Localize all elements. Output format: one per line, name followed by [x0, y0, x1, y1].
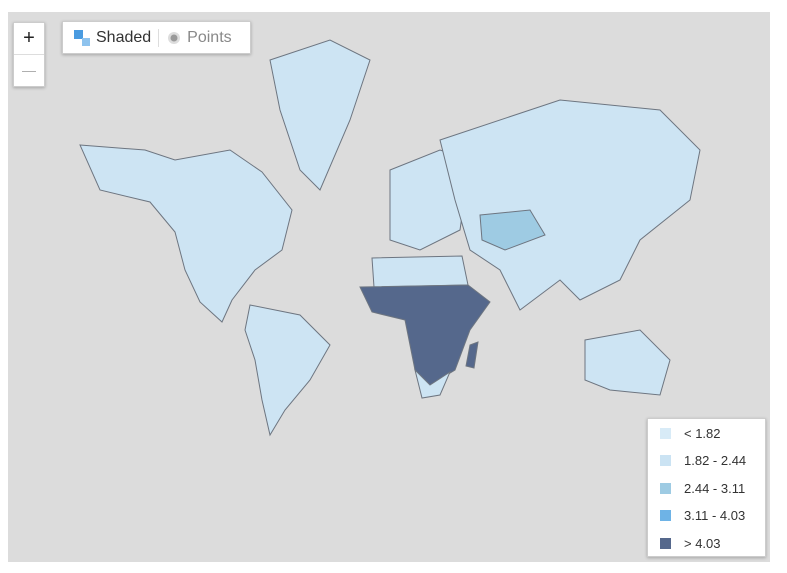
legend-swatch [660, 510, 671, 521]
legend-item: > 4.03 [660, 535, 721, 551]
legend-item: 2.44 - 3.11 [660, 480, 746, 496]
shaded-label: Shaded [96, 28, 152, 46]
legend-swatch [660, 455, 671, 466]
north-africa [371, 255, 469, 288]
shaded-icon [74, 29, 90, 46]
zoom-out[interactable]: — [14, 54, 44, 86]
points-option[interactable]: Points [166, 28, 232, 47]
legend-item: 1.82 - 2.44 [660, 453, 747, 468]
southern-africa [414, 368, 452, 399]
legend-label: 3.11 - 4.03 [684, 508, 746, 523]
greenland [269, 39, 371, 191]
legend-label: > 4.03 [684, 535, 721, 551]
shaded-option[interactable]: Shaded [73, 28, 160, 47]
legend-item: 3.11 - 4.03 [660, 508, 746, 523]
central-asia [479, 209, 546, 251]
legend-label: 2.44 - 3.11 [684, 480, 746, 496]
map[interactable] [8, 12, 770, 562]
legend-swatch [660, 537, 671, 549]
asia [439, 99, 701, 311]
sub-saharan-africa [359, 284, 491, 386]
legend-label: < 1.82 [684, 425, 721, 441]
madagascar [465, 341, 479, 369]
points-icon [168, 31, 181, 44]
south-america [244, 304, 331, 437]
zoom-control: + — [13, 22, 45, 87]
legend-label: 1.82 - 2.44 [684, 453, 747, 468]
legend-swatch [660, 482, 671, 494]
points-label: Points [187, 28, 232, 46]
legend: < 1.82 1.82 - 2.44 2.44 - 3.11 3.11 - 4.03 >… [647, 418, 766, 557]
australia [584, 329, 671, 396]
zoom-in[interactable]: + [23, 27, 35, 49]
mode-toggle: Shaded Points [62, 21, 251, 54]
north-america [79, 144, 293, 323]
map-shapes [79, 39, 701, 437]
legend-item: < 1.82 [660, 425, 721, 441]
legend-swatch [660, 427, 671, 439]
